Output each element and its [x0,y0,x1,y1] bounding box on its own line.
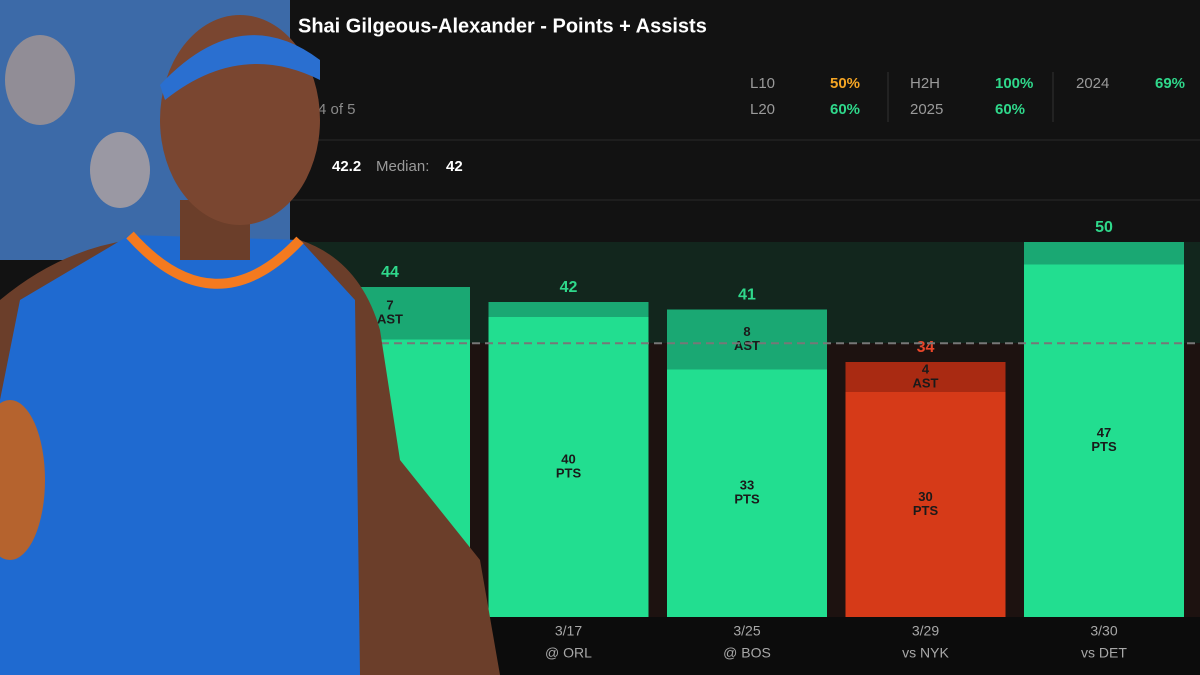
stat-value: 69% [1155,75,1185,92]
bar-segment [845,362,1006,392]
segment-value: 7 [386,298,393,313]
player-photo [0,0,500,675]
segment-value: 47 [1097,425,1111,440]
x-tick-label: 3/29 [912,623,939,639]
segment-value: 8 [743,324,750,339]
title: Shai Gilgeous-Alexander - Points + Assis… [298,15,707,37]
segment-name: PTS [556,465,582,480]
collar [126,231,304,289]
bar-segment [667,369,827,617]
segment-name: PTS [734,492,760,507]
segment-name: PTS [1091,439,1117,454]
median: 42 [446,158,463,175]
total-label: 44 [381,264,399,281]
stat-value: 50% [830,75,860,92]
total-label: 41 [738,287,756,304]
total-label: 34 [917,339,935,356]
stat-label: L10 [750,75,775,92]
total-label: 50 [1095,219,1113,236]
stat-label: H2H [910,75,940,92]
crowd-face [90,132,150,208]
segment-name: AST [377,312,403,327]
total-label: 42 [560,279,578,296]
x-tick-sublabel: vs NYK [902,645,949,661]
x-tick-label: 3/30 [1090,623,1117,639]
segment-name: AST [913,375,939,390]
segment-name: PTS [913,503,939,518]
average: 42.2 [332,158,361,175]
bar-segment [845,392,1006,617]
bar-segment [488,302,649,317]
stat-label: 2024 [1076,75,1109,92]
bar-segment [488,317,649,617]
bar-segment [1024,242,1184,265]
ball [0,400,45,560]
median-label: Median: [376,158,429,175]
x-tick-sublabel: @ BOS [723,645,771,661]
stat-value: 60% [830,101,860,118]
headband [160,35,320,101]
segment-value: 33 [740,478,754,493]
x-tick-sublabel: vs DET [1081,645,1127,661]
stat-label: L20 [750,101,775,118]
segment-value: 30 [918,489,932,504]
hit-rate: 4 of 5 [318,101,356,118]
x-tick-label: 3/17 [555,623,582,639]
stat-label: 2025 [910,101,943,118]
bar-segment [667,309,827,370]
segment-value: 4 [922,361,930,376]
jersey [0,235,360,675]
stat-value: 100% [995,75,1033,92]
stat-value: 60% [995,101,1025,118]
segment-name: AST [734,338,760,353]
segment-value: 40 [561,451,575,466]
x-tick-label: 3/25 [733,623,760,639]
crowd-face [5,35,75,125]
bar-segment [1024,264,1184,617]
x-tick-sublabel: @ ORL [545,645,592,661]
